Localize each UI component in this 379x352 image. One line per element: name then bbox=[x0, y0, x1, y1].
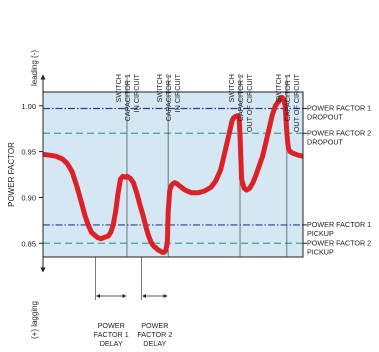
event-label: SWITCH bbox=[114, 74, 123, 102]
delay-label: POWER bbox=[141, 321, 168, 330]
threshold-label: POWER FACTOR 1 bbox=[307, 104, 371, 113]
event-label: CAPACITOR 1 bbox=[283, 74, 292, 121]
delay-label: DELAY bbox=[100, 339, 123, 348]
annotation-labels: POWER FACTOR leading (-) (+) lagging POWER … bbox=[7, 50, 371, 348]
delay-label: DELAY bbox=[143, 339, 166, 348]
lagging-label: (+) lagging bbox=[30, 301, 39, 339]
y-tick-label: 0.85 bbox=[21, 239, 36, 248]
y-tick-label: 1.00 bbox=[21, 102, 36, 111]
threshold-label: DROPOUT bbox=[307, 113, 344, 122]
event-label: SWITCH bbox=[155, 74, 164, 102]
delay-label: POWER bbox=[98, 321, 125, 330]
y-axis-title: POWER FACTOR bbox=[7, 142, 16, 207]
event-label: CAPACITOR 2 bbox=[236, 74, 245, 121]
event-label: OUT OF CIRCUIT bbox=[245, 73, 254, 132]
event-label: SWITCH bbox=[274, 74, 283, 102]
event-label: CAPACITOR 2 bbox=[164, 74, 173, 121]
threshold-label: POWER FACTOR 1 bbox=[307, 220, 371, 229]
delay-label: FACTOR 1 bbox=[94, 330, 129, 339]
threshold-label: POWER FACTOR 2 bbox=[307, 238, 371, 247]
y-tick-label: 0.95 bbox=[21, 148, 36, 157]
threshold-label: PICKUP bbox=[307, 229, 334, 238]
threshold-label: DROPOUT bbox=[307, 137, 344, 146]
threshold-label: POWER FACTOR 2 bbox=[307, 128, 371, 137]
event-label: SWITCH bbox=[227, 74, 236, 102]
leading-label: leading (-) bbox=[30, 50, 39, 86]
event-label: CAPACITOR 1 bbox=[123, 74, 132, 121]
delay-label: FACTOR 2 bbox=[137, 330, 172, 339]
event-label: OUT OF CIRCUIT bbox=[292, 73, 301, 132]
y-tick-label: 0.90 bbox=[21, 193, 36, 202]
threshold-label: PICKUP bbox=[307, 247, 334, 256]
plot-area bbox=[43, 92, 303, 257]
y-axis-ticks: 0.85 0.90 0.95 1.00 bbox=[21, 102, 43, 248]
event-label: IN CIRCUIT bbox=[132, 73, 141, 112]
power-factor-curve bbox=[43, 95, 303, 255]
event-label: IN CIRCUIT bbox=[173, 73, 182, 112]
